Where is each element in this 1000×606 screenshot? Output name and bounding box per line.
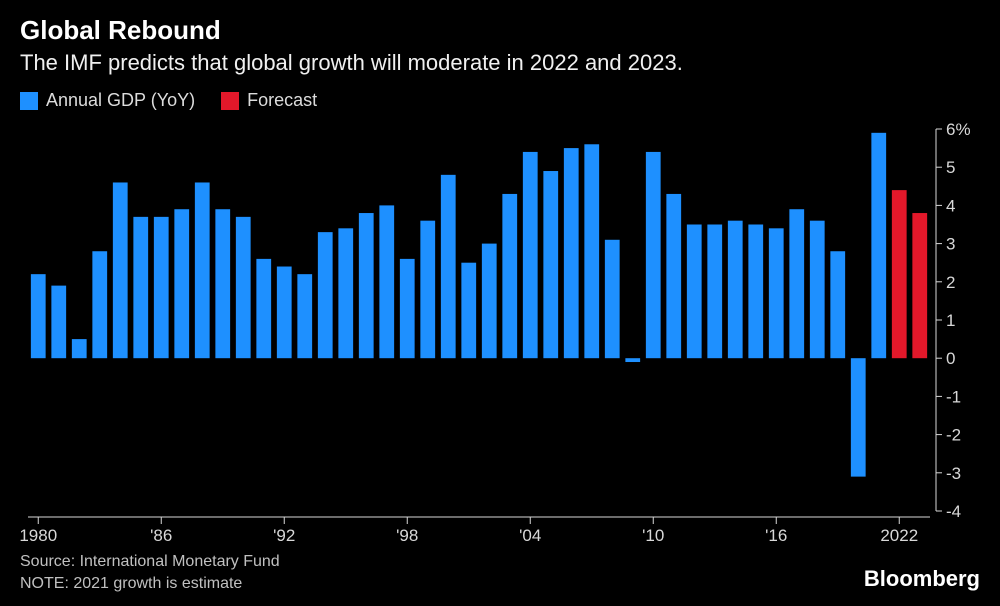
bar-1997 xyxy=(379,206,394,359)
y-tick-label: 5 xyxy=(946,158,955,177)
bar-chart-svg: -4 -3 -2 -1 0 1 2 3 4 5 6% 1980 '86 '92 '98 '04 '10 '16 20… xyxy=(20,119,980,543)
y-tick-label: -1 xyxy=(946,388,961,407)
chart-frame: Global Rebound The IMF predicts that glo… xyxy=(0,0,1000,606)
footer: Source: International Monetary Fund NOTE… xyxy=(20,551,980,594)
x-tick-label: '92 xyxy=(273,526,295,543)
bar-2007 xyxy=(584,145,599,359)
bar-1988 xyxy=(195,183,210,359)
bar-1991 xyxy=(256,259,271,358)
bar-2016 xyxy=(769,229,784,359)
bar-1984 xyxy=(113,183,128,359)
bar-2011 xyxy=(666,194,681,358)
bar-2000 xyxy=(441,175,456,358)
bar-1982 xyxy=(72,339,87,358)
chart-subtitle: The IMF predicts that global growth will… xyxy=(20,50,980,76)
chart-title: Global Rebound xyxy=(20,16,980,46)
note-line: NOTE: 2021 growth is estimate xyxy=(20,573,280,595)
bar-1990 xyxy=(236,217,251,358)
bar-2010 xyxy=(646,152,661,358)
x-tick-label: '16 xyxy=(765,526,787,543)
y-tick-label: 3 xyxy=(946,235,955,254)
bar-2021 xyxy=(871,133,886,358)
legend-item-actual: Annual GDP (YoY) xyxy=(20,90,195,111)
bar-2020 xyxy=(851,358,866,476)
bar-2009 xyxy=(625,358,640,362)
bar-1986 xyxy=(154,217,169,358)
x-tick-label: 2022 xyxy=(880,526,918,543)
bar-2002 xyxy=(482,244,497,359)
y-tick-label: 6% xyxy=(946,120,971,139)
legend-label-actual: Annual GDP (YoY) xyxy=(46,90,195,111)
x-tick-label: '86 xyxy=(150,526,172,543)
bar-2012 xyxy=(687,225,702,359)
bar-2019 xyxy=(830,252,845,359)
bar-1983 xyxy=(92,252,107,359)
y-tick-label: 2 xyxy=(946,273,955,292)
bar-1994 xyxy=(318,232,333,358)
bar-2004 xyxy=(523,152,538,358)
bar-1998 xyxy=(400,259,415,358)
brand-label: Bloomberg xyxy=(864,566,980,594)
x-tick-label: '98 xyxy=(396,526,418,543)
bar-1996 xyxy=(359,213,374,358)
bar-2008 xyxy=(605,240,620,358)
bar-2013 xyxy=(707,225,722,359)
y-tick-label: -4 xyxy=(946,502,961,521)
legend-label-forecast: Forecast xyxy=(247,90,317,111)
y-tick-label: 0 xyxy=(946,349,955,368)
legend-swatch-actual xyxy=(20,92,38,110)
x-tick-label: 1980 xyxy=(20,526,57,543)
bar-2018 xyxy=(810,221,825,359)
bar-2022 xyxy=(892,190,907,358)
bar-2005 xyxy=(543,171,558,358)
x-tick-label: '04 xyxy=(519,526,541,543)
legend: Annual GDP (YoY) Forecast xyxy=(20,90,980,111)
bar-2015 xyxy=(748,225,763,359)
source-line: Source: International Monetary Fund xyxy=(20,551,280,573)
bar-2006 xyxy=(564,148,579,358)
bar-1995 xyxy=(338,229,353,359)
bar-2017 xyxy=(789,210,804,359)
y-tick-label: 4 xyxy=(946,197,955,216)
bar-1985 xyxy=(133,217,148,358)
bar-1992 xyxy=(277,267,292,359)
bar-1989 xyxy=(215,210,230,359)
bar-1981 xyxy=(51,286,66,359)
y-tick-label: -2 xyxy=(946,426,961,445)
bar-2003 xyxy=(502,194,517,358)
x-tick-label: '10 xyxy=(642,526,664,543)
chart-area: -4 -3 -2 -1 0 1 2 3 4 5 6% 1980 '86 '92 '98 '04 '10 '16 20… xyxy=(20,119,980,543)
y-tick-label: 1 xyxy=(946,311,955,330)
source-block: Source: International Monetary Fund NOTE… xyxy=(20,551,280,594)
legend-swatch-forecast xyxy=(221,92,239,110)
bar-2001 xyxy=(461,263,476,359)
bar-1993 xyxy=(297,274,312,358)
bar-1987 xyxy=(174,210,189,359)
y-tick-label: -3 xyxy=(946,464,961,483)
bar-2014 xyxy=(728,221,743,359)
legend-item-forecast: Forecast xyxy=(221,90,317,111)
bar-1980 xyxy=(31,274,46,358)
bar-2023 xyxy=(912,213,927,358)
bar-1999 xyxy=(420,221,435,359)
